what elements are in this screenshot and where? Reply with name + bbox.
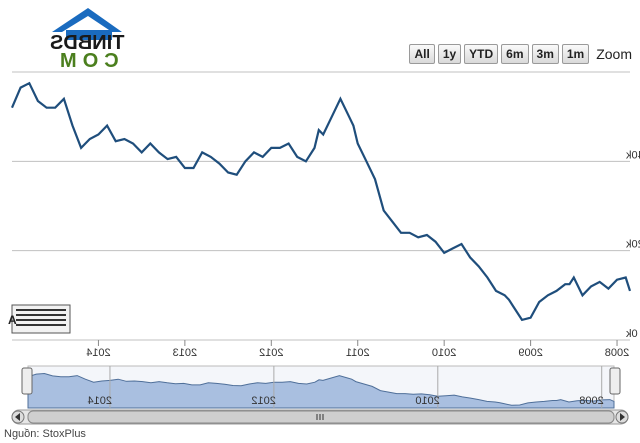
x-tick-label: 2011 [346, 347, 370, 359]
navigator-tick-label: 2014 [87, 395, 111, 407]
scrollbar-thumb[interactable] [27, 410, 615, 424]
logo-text-com: COM [54, 50, 119, 72]
scrollbar-grip-icon [316, 414, 324, 420]
navigator[interactable]: 2008 2010 2012 2014 [21, 365, 621, 409]
y-tick-label: 40k [626, 149, 640, 161]
chart-gridlines [12, 71, 630, 341]
scrollbar[interactable] [11, 409, 629, 425]
x-tick-label: 2014 [86, 347, 110, 359]
y-tick-label: 0k [626, 328, 638, 340]
navigator-handle-right[interactable] [609, 367, 621, 395]
x-tick-label: 2008 [605, 347, 629, 359]
navigator-handle-left[interactable] [21, 367, 33, 395]
zoom-1y-button[interactable]: 1y [437, 44, 462, 64]
zoom-all-button[interactable]: All [409, 44, 435, 64]
x-axis: 2008 2009 2010 2011 2012 2013 2014 [86, 340, 629, 359]
x-tick-label: 2009 [518, 347, 542, 359]
navigator-tick-label: 2010 [415, 395, 439, 407]
zoom-3m-button[interactable]: 3m [531, 44, 559, 64]
zoom-1m-button[interactable]: 1m [561, 44, 590, 64]
navigator-tick-label: 2012 [251, 395, 275, 407]
house-roof-icon [50, 8, 122, 68]
series-line [10, 81, 632, 322]
range-selector-partial-icon: A [8, 304, 71, 334]
scroll-right-arrow-glyph [620, 413, 625, 421]
navigator-x-axis: 2008 2010 2012 2014 [87, 366, 604, 408]
svg-text:A: A [8, 313, 17, 327]
source-caption: Nguồn: StoxPlus [4, 428, 86, 440]
zoom-6m-button[interactable]: 6m [501, 44, 529, 64]
zoom-label: Zoom [596, 46, 632, 62]
y-axis: 0k 20k 40k [626, 149, 640, 340]
x-tick-label: 2013 [173, 347, 197, 359]
x-tick-label: 2010 [432, 347, 456, 359]
tinbds-logo: TINBDS COM [46, 6, 124, 72]
scroll-left-arrow-glyph [15, 413, 20, 421]
navigator-tick-label: 2008 [579, 395, 603, 407]
x-tick-label: 2012 [259, 347, 283, 359]
zoom-ytd-button[interactable]: YTD [464, 44, 499, 64]
zoom-controls: Zoom 1m 3m 6m YTD 1y All [409, 44, 632, 64]
y-tick-label: 20k [626, 239, 640, 251]
navigator-area [27, 372, 615, 409]
